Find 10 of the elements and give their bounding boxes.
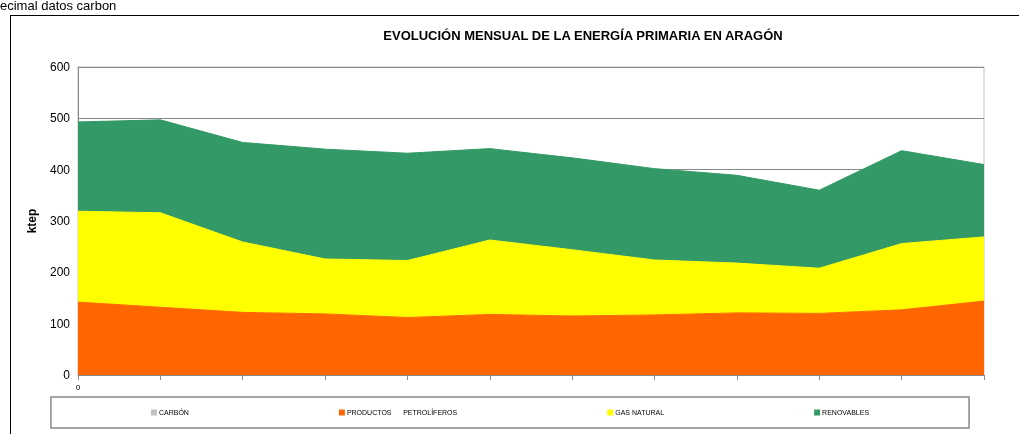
y-tick-label: 500: [49, 111, 71, 126]
y-tick-label: 200: [49, 265, 71, 280]
chart-title: EVOLUCIÓN MENSUAL DE LA ENERGÍA PRIMARIA EN ARAGÓN: [383, 28, 783, 43]
y-tick-label: 600: [49, 60, 71, 74]
y-axis-title: ktep: [25, 208, 39, 234]
y-tick-label: 100: [49, 316, 71, 331]
y-tick-label: 300: [49, 214, 71, 228]
text: ecimal datos carbon: [0, 0, 117, 13]
y-tick-label: 400: [49, 162, 71, 177]
category-label: 0: [75, 382, 81, 392]
